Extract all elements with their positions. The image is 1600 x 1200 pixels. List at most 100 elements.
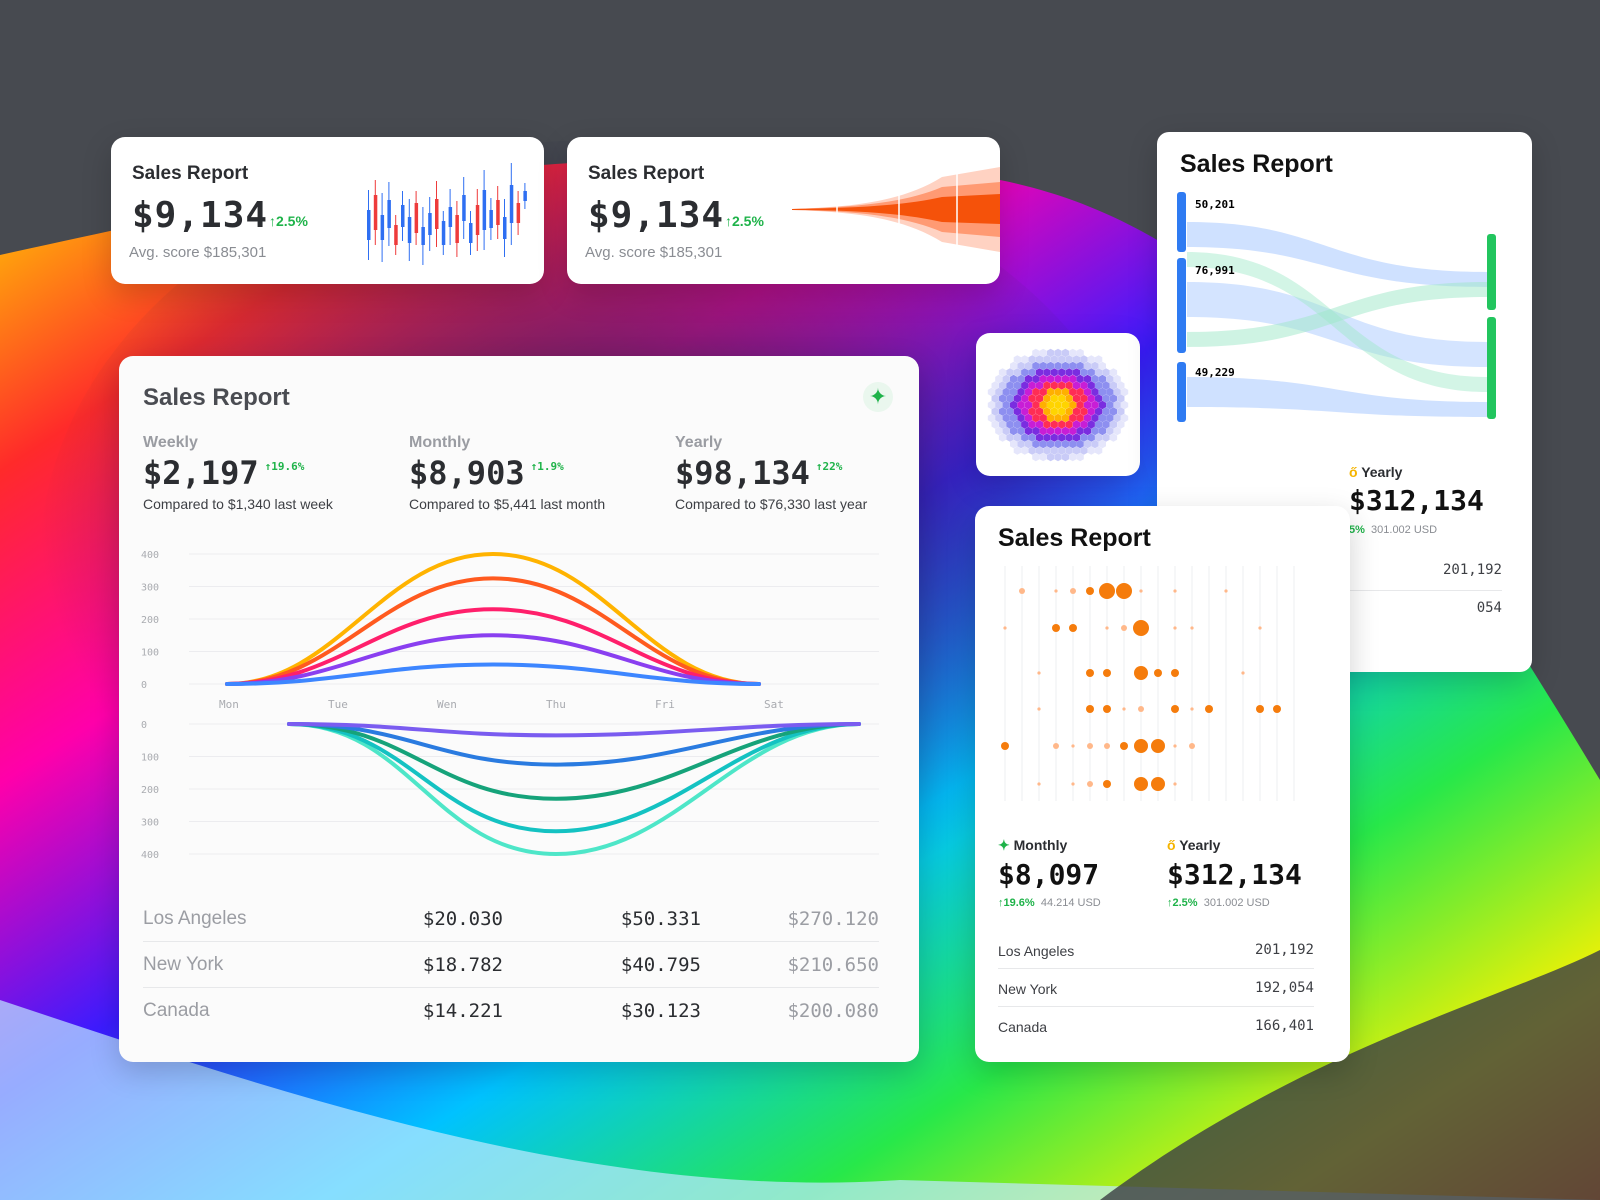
x-tick-label: Tue [328,698,348,711]
hex-cell [1069,426,1077,436]
sankey-chart [1177,192,1496,422]
hex-cell [1047,426,1055,436]
hex-cell [1024,439,1033,449]
hex-cell [1095,433,1103,442]
kpi-compare: Compared to $1,340 last week [143,496,333,512]
candle-body [469,223,473,243]
card-change: ↑2.5% [725,213,764,229]
hex-cell [1010,426,1018,436]
candle-body [428,213,432,235]
hex-cell [998,394,1007,403]
y-tick-label: 200 [141,615,159,626]
hex-cell [1047,361,1055,371]
hex-cell [1050,355,1058,364]
dot-point [1171,669,1179,677]
hex-cell [1091,413,1099,423]
hex-cell [1039,361,1047,371]
hex-cell [1017,361,1025,371]
card-amount: $9,134 [132,195,269,236]
hex-cell [1002,387,1010,397]
dot-point [1001,742,1009,750]
kpi-yearly: Yearly $98,134 ↑22% Compared to $76,330 l… [675,434,867,512]
hex-cell [1080,433,1088,442]
hex-cell [1032,387,1040,397]
table-row[interactable]: Los Angeles $20.030 $50.331 $270.120 [143,896,879,942]
table-row[interactable]: Canada 166,401 [998,1007,1314,1045]
hex-cell [1095,446,1103,455]
hex-cell [1039,452,1047,462]
dot-point [1133,620,1149,636]
candle-body [373,195,378,230]
sales-card-main[interactable]: Sales Report ✦ Weekly $2,197 ↑19.6% Compa… [119,356,919,1062]
dot-point [1037,671,1041,675]
hex-cell [1087,394,1095,403]
hex-cell [1095,407,1103,416]
hex-cell [1061,452,1069,462]
dot-point [1120,742,1128,750]
x-tick-label: Thu [546,698,566,711]
hex-cell [995,387,1003,397]
table-row[interactable]: New York $18.782 $40.795 $210.650 [143,942,879,988]
hex-cell [1072,381,1081,390]
hex-cell [1050,407,1058,416]
hex-cell [1083,426,1092,436]
cell-value: $14.221 [422,1000,503,1022]
hex-cell [1013,355,1021,364]
hex-cell [1120,400,1129,410]
series-line [225,551,761,686]
hex-cell [1002,413,1010,423]
dot-point [1173,626,1177,630]
cell-value: $200.080 [787,1000,879,1022]
table-row[interactable]: Canada $14.221 $30.123 $200.080 [143,988,879,1034]
hex-cell [1083,439,1092,449]
table-row[interactable]: Los Angeles 201,192 [998,931,1314,969]
sales-card-dots[interactable]: Sales Report ✦ Monthly $8,097 ↑19.6% 44.… [975,506,1350,1062]
series-line [287,722,861,801]
kpi-value: $2,197 ↑19.6% [143,454,305,492]
dot-point [1205,705,1213,713]
hex-cell [1010,387,1018,397]
hex-heatmap-card[interactable] [976,333,1140,476]
dot-point [1154,669,1162,677]
dot-point [1122,707,1126,711]
candle-body [523,191,527,201]
dot-point [1052,624,1060,632]
dot-point [1053,743,1059,749]
table-row[interactable]: New York 192,054 [998,969,1314,1007]
hex-cell [1002,400,1010,410]
hex-cell [1117,420,1125,429]
hex-cell [1065,381,1073,390]
hex-cell [1061,374,1069,384]
hex-cell [1050,368,1058,377]
hex-cell [1069,361,1077,371]
hex-cell [1109,420,1118,429]
monthly-label: ✦ Monthly [998,837,1068,853]
cell-value: $18.782 [422,954,503,976]
candle-body [387,200,391,228]
sales-card-funnel[interactable]: Sales Report $9,134 ↑2.5% Avg. score $18… [567,137,1000,284]
hex-cell [1076,348,1084,358]
hex-cell [1098,361,1106,371]
hex-cell [991,381,999,390]
hex-cell [1032,426,1040,436]
series-line [287,722,861,857]
hex-cell [1083,413,1092,423]
dot-point [1224,589,1228,593]
hex-cell [1028,407,1036,416]
dot-point [1099,583,1115,599]
sales-card-candlestick[interactable]: Sales Report $9,134 ↑2.5% Avg. score $18… [111,137,544,284]
hex-cell [1080,368,1088,377]
hex-cell [1072,394,1081,403]
card-subtitle: Avg. score $185,301 [129,244,267,261]
cell-value: $20.030 [422,908,503,930]
hex-cell [1010,361,1018,371]
card-subtitle: Avg. score $185,301 [585,244,723,261]
kpi-change: ↑22% [815,460,843,473]
hex-cell [1061,400,1069,410]
hex-cell [1054,361,1062,371]
hex-cell [1120,413,1129,423]
monthly-change: ↑19.6% 44.214 USD [998,897,1101,909]
dot-point [1104,743,1110,749]
city-value: 201,192 [1254,942,1314,958]
sparkle-icon[interactable]: ✦ [863,382,893,412]
